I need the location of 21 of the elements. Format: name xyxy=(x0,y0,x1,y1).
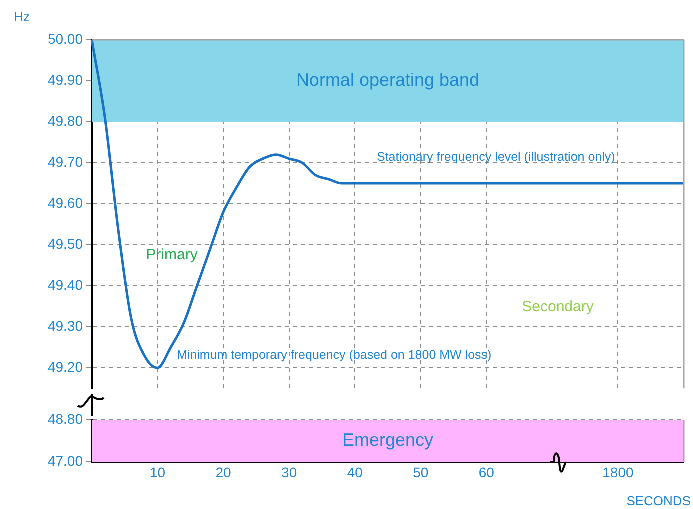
y-tick-label: 49.50 xyxy=(48,236,84,252)
y-tick-label: 47.00 xyxy=(48,452,84,469)
x-tick-label: 1800 xyxy=(602,464,634,480)
x-tick-label: 60 xyxy=(478,464,495,480)
y-tick-label: 49.70 xyxy=(48,154,84,170)
y-tick-label: 49.60 xyxy=(48,194,84,211)
y-tick-label: 49.20 xyxy=(48,358,84,375)
y-tick-label: 50.00 xyxy=(48,30,84,47)
y-tick-label: 49.30 xyxy=(48,318,84,334)
y-tick-label: 49.80 xyxy=(48,112,84,129)
y-tick-label: 49.90 xyxy=(48,72,84,88)
x-tick-label: 10 xyxy=(150,464,166,480)
x-tick-label: 30 xyxy=(282,464,298,480)
y-tick-label: 48.80 xyxy=(48,410,84,427)
x-tick-label: 40 xyxy=(347,464,364,480)
y-axis-title: Hz xyxy=(14,10,30,25)
x-axis-title: SECONDS xyxy=(626,494,692,509)
y-tick-label: 49.40 xyxy=(48,276,84,293)
band-label: Emergency xyxy=(342,430,434,450)
x-tick-label: 50 xyxy=(413,464,429,480)
x-tick-label: 20 xyxy=(216,464,232,480)
